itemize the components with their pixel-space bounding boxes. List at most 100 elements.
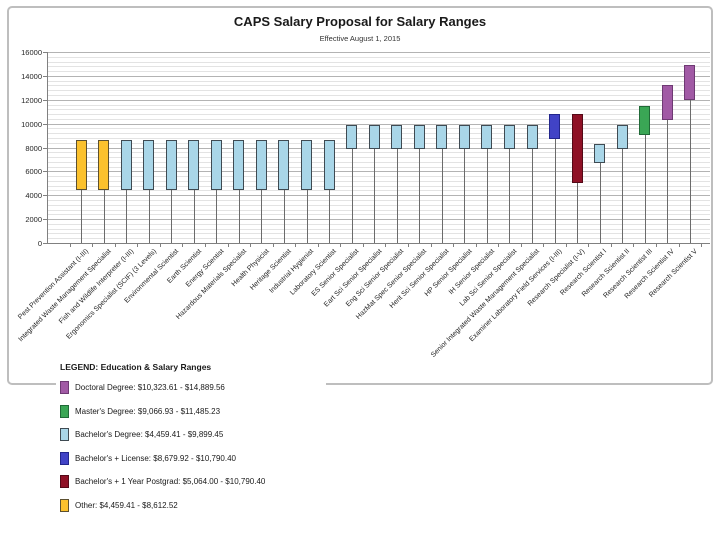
bar-dropline xyxy=(216,189,217,243)
legend-item-bachelors: Bachelor's Degree: $4,459.41 - $9,899.45 xyxy=(60,428,322,441)
legend-swatch-bachelors xyxy=(60,428,69,441)
range-bar-bachelors xyxy=(503,124,515,149)
gridline-major xyxy=(47,171,710,173)
y-axis-label: 6000 xyxy=(25,167,42,177)
y-axis-tick xyxy=(43,123,47,125)
range-bar-bachelors xyxy=(594,143,606,163)
gridline-minor xyxy=(47,104,710,106)
y-axis-label: 0 xyxy=(37,239,42,248)
y-axis xyxy=(47,52,48,243)
range-bar-bachelors xyxy=(391,124,403,149)
gridline-minor xyxy=(47,180,710,182)
gridline-minor xyxy=(47,209,710,211)
bar-dropline xyxy=(171,189,172,243)
x-axis-tick xyxy=(69,244,71,247)
y-axis-label: 16000 xyxy=(21,48,42,57)
legend-label: Bachelor's + License: $8,679.92 - $10,79… xyxy=(75,453,236,463)
legend-item-masters: Master's Degree: $9,066.93 - $11,485.23 xyxy=(60,404,322,418)
range-bar-doctoral xyxy=(661,85,673,120)
x-axis-tick xyxy=(385,244,387,247)
range-bar-bachelors xyxy=(301,140,312,190)
bar-dropline xyxy=(194,189,195,243)
y-axis-tick xyxy=(43,243,47,244)
y-axis-tick xyxy=(43,171,47,173)
gridline-minor xyxy=(47,114,710,116)
x-axis-tick xyxy=(159,244,161,247)
legend-label: Bachelor's + 1 Year Postgrad: $5,064.00 … xyxy=(75,477,266,486)
gridline-minor xyxy=(47,61,710,63)
gridline-major xyxy=(47,52,710,53)
gridline-minor xyxy=(47,176,710,178)
x-axis-tick xyxy=(182,244,184,247)
bar-dropline xyxy=(239,189,240,243)
gridline-minor xyxy=(47,238,710,240)
range-bar-bachelors xyxy=(458,124,470,149)
legend-swatch-other xyxy=(60,498,69,512)
x-axis-tick xyxy=(362,244,364,247)
x-axis-tick xyxy=(272,244,274,247)
range-bar-bachelors xyxy=(481,124,493,149)
bar-dropline xyxy=(667,119,668,243)
x-axis-tick xyxy=(114,244,116,247)
range-bar-bachelors xyxy=(188,140,200,190)
bar-dropline xyxy=(622,148,623,243)
bar-dropline xyxy=(397,148,398,243)
range-bar-bachelors xyxy=(413,124,425,149)
x-axis-tick xyxy=(295,244,297,247)
legend-item-other: Other: $4,459.41 - $8,612.52 xyxy=(60,498,322,512)
bar-dropline xyxy=(104,189,105,243)
gridline-major xyxy=(47,195,710,197)
gridline-minor xyxy=(47,161,710,163)
range-bar-bachelors xyxy=(526,124,538,149)
legend-item-license: Bachelor's + License: $8,679.92 - $10,79… xyxy=(60,451,322,465)
x-axis-tick xyxy=(317,244,319,247)
y-axis-tick xyxy=(43,75,47,77)
bar-dropline xyxy=(442,148,443,243)
gridline-minor xyxy=(47,185,710,187)
bar-dropline xyxy=(419,148,420,243)
bar-dropline xyxy=(261,189,262,243)
bar-dropline xyxy=(577,182,578,243)
range-bar-bachelors xyxy=(436,124,448,149)
y-axis-label: 2000 xyxy=(25,215,42,225)
bar-dropline xyxy=(532,148,533,243)
bar-dropline xyxy=(81,189,82,243)
gridline-minor xyxy=(47,118,710,120)
y-axis-label: 14000 xyxy=(21,71,42,81)
bar-dropline xyxy=(352,148,353,243)
bar-dropline xyxy=(464,148,465,243)
gridline-minor xyxy=(47,157,710,159)
x-axis-tick xyxy=(701,244,703,247)
range-bar-other xyxy=(75,140,87,190)
legend-label: Bachelor's Degree: $4,459.41 - $9,899.45 xyxy=(75,430,224,439)
legend-swatch-doctoral xyxy=(60,381,69,394)
y-axis-tick xyxy=(43,99,47,101)
gridline-minor xyxy=(47,85,710,87)
gridline-minor xyxy=(47,233,710,235)
range-bar-bachelors xyxy=(368,124,380,149)
x-axis-tick xyxy=(656,244,658,247)
legend-items: Doctoral Degree: $10,323.61 - $14,889.56… xyxy=(60,381,322,512)
bar-dropline xyxy=(126,189,127,243)
bar-dropline xyxy=(555,139,556,243)
gridline-minor xyxy=(47,228,710,230)
x-axis-tick xyxy=(137,244,139,247)
gridline-minor xyxy=(47,109,710,111)
y-axis-tick xyxy=(43,219,47,221)
gridline-minor xyxy=(47,204,710,206)
range-bar-bachelors xyxy=(120,140,132,190)
range-bar-bachelors xyxy=(165,140,177,190)
gridline-minor xyxy=(47,166,710,168)
legend-swatch-license xyxy=(60,451,69,465)
x-axis-tick xyxy=(633,244,635,247)
bar-dropline xyxy=(374,148,375,243)
bar-dropline xyxy=(307,189,308,243)
legend-swatch-postgrad xyxy=(60,475,69,488)
y-axis-label: 10000 xyxy=(21,119,42,129)
range-bar-bachelors xyxy=(233,140,245,190)
x-axis-tick xyxy=(610,244,612,247)
y-axis-label: 12000 xyxy=(21,95,42,105)
gridline-major xyxy=(47,123,710,125)
gridline-minor xyxy=(47,223,710,225)
